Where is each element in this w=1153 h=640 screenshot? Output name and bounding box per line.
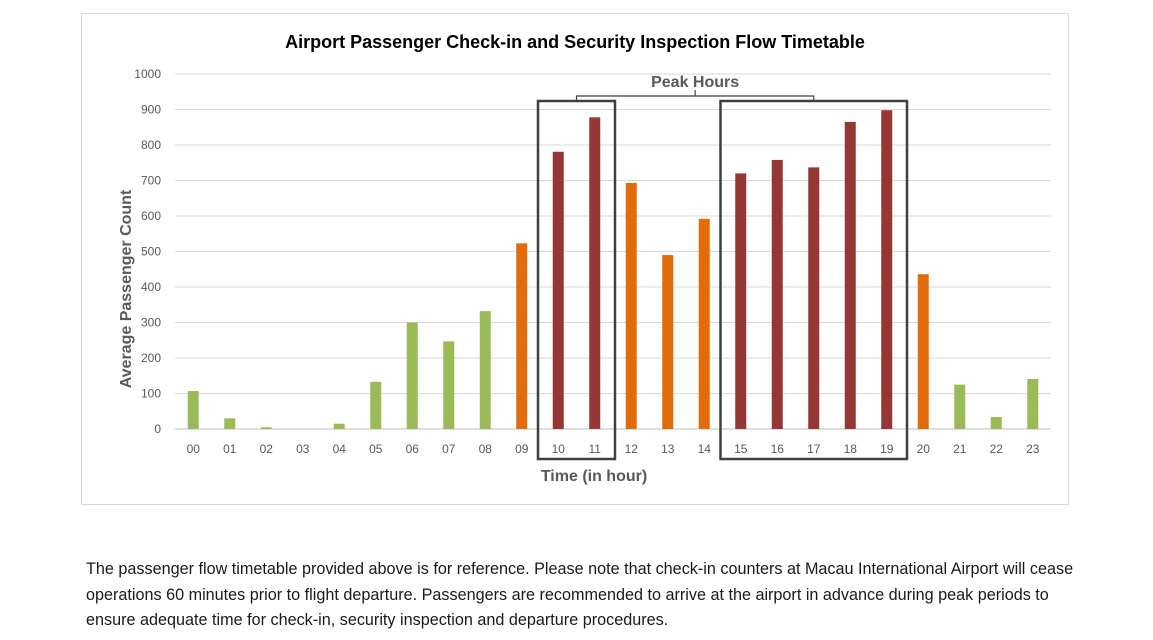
bar-chart: Airport Passenger Check-in and Security … — [0, 0, 1153, 540]
x-tick-label: 13 — [661, 442, 675, 456]
x-tick-label: 04 — [333, 442, 347, 456]
x-tick-label: 11 — [589, 442, 602, 456]
bar-01 — [224, 418, 235, 429]
x-tick-label: 05 — [369, 442, 383, 456]
bar-06 — [407, 323, 418, 430]
bar-22 — [991, 417, 1002, 429]
y-tick-label: 200 — [141, 351, 161, 365]
x-tick-label: 02 — [260, 442, 274, 456]
y-tick-label: 900 — [141, 103, 161, 117]
x-tick-label: 20 — [917, 442, 931, 456]
bar-20 — [918, 274, 929, 429]
bar-15 — [735, 173, 746, 429]
x-tick-label: 16 — [771, 442, 785, 456]
x-tick-label: 09 — [515, 442, 529, 456]
bar-19 — [881, 110, 892, 429]
x-tick-label: 06 — [406, 442, 420, 456]
peak-box-1 — [538, 101, 615, 459]
bar-00 — [188, 391, 199, 429]
bar-12 — [626, 183, 637, 429]
reference-note: The passenger flow timetable provided ab… — [86, 557, 1086, 634]
x-tick-label: 08 — [479, 442, 493, 456]
y-tick-label: 400 — [141, 280, 161, 294]
x-tick-label: 14 — [698, 442, 712, 456]
x-tick-label: 01 — [223, 442, 237, 456]
bar-05 — [370, 382, 381, 429]
y-tick-label: 300 — [141, 316, 161, 330]
bar-11 — [589, 117, 600, 429]
bar-14 — [699, 219, 710, 429]
x-tick-label: 10 — [552, 442, 566, 456]
y-tick-label: 100 — [141, 387, 161, 401]
y-axis-ticks: 0 100 200 300 400 500 600 700 800 900 1000 — [134, 67, 161, 436]
chart-title: Airport Passenger Check-in and Security … — [285, 32, 865, 52]
bar-07 — [443, 341, 454, 429]
x-axis-ticks: 00 01 02 03 04 05 06 07 08 09 10 11 12 13 14 15 16 17 18 19… — [187, 442, 1040, 456]
x-tick-label: 12 — [625, 442, 639, 456]
bar-10 — [553, 152, 564, 429]
bar-18 — [845, 122, 856, 429]
x-tick-label: 07 — [442, 442, 456, 456]
x-tick-label: 19 — [880, 442, 894, 456]
x-axis-label: Time (in hour) — [541, 468, 647, 485]
x-tick-label: 21 — [953, 442, 967, 456]
x-tick-label: 22 — [990, 442, 1004, 456]
bar-08 — [480, 311, 491, 429]
x-tick-label: 17 — [807, 442, 821, 456]
x-tick-label: 15 — [734, 442, 748, 456]
x-tick-label: 23 — [1026, 442, 1040, 456]
y-tick-label: 700 — [141, 174, 161, 188]
y-tick-label: 600 — [141, 209, 161, 223]
x-tick-label: 00 — [187, 442, 201, 456]
bar-13 — [662, 255, 673, 429]
x-tick-label: 03 — [296, 442, 310, 456]
bar-23 — [1027, 379, 1038, 429]
bar-17 — [808, 167, 819, 429]
y-axis-label: Average Passenger Count — [118, 189, 135, 388]
bar-21 — [954, 385, 965, 429]
bar-16 — [772, 160, 783, 429]
page: Airport Passenger Check-in and Security … — [0, 0, 1153, 640]
y-tick-label: 0 — [154, 422, 161, 436]
peak-hours-label: Peak Hours — [651, 74, 739, 91]
y-tick-label: 500 — [141, 245, 161, 259]
x-tick-label: 18 — [844, 442, 858, 456]
bar-02 — [261, 427, 272, 429]
bar-04 — [334, 424, 345, 429]
bar-09 — [516, 243, 527, 429]
y-tick-label: 800 — [141, 138, 161, 152]
y-tick-label: 1000 — [134, 67, 161, 81]
bars — [188, 110, 1039, 429]
